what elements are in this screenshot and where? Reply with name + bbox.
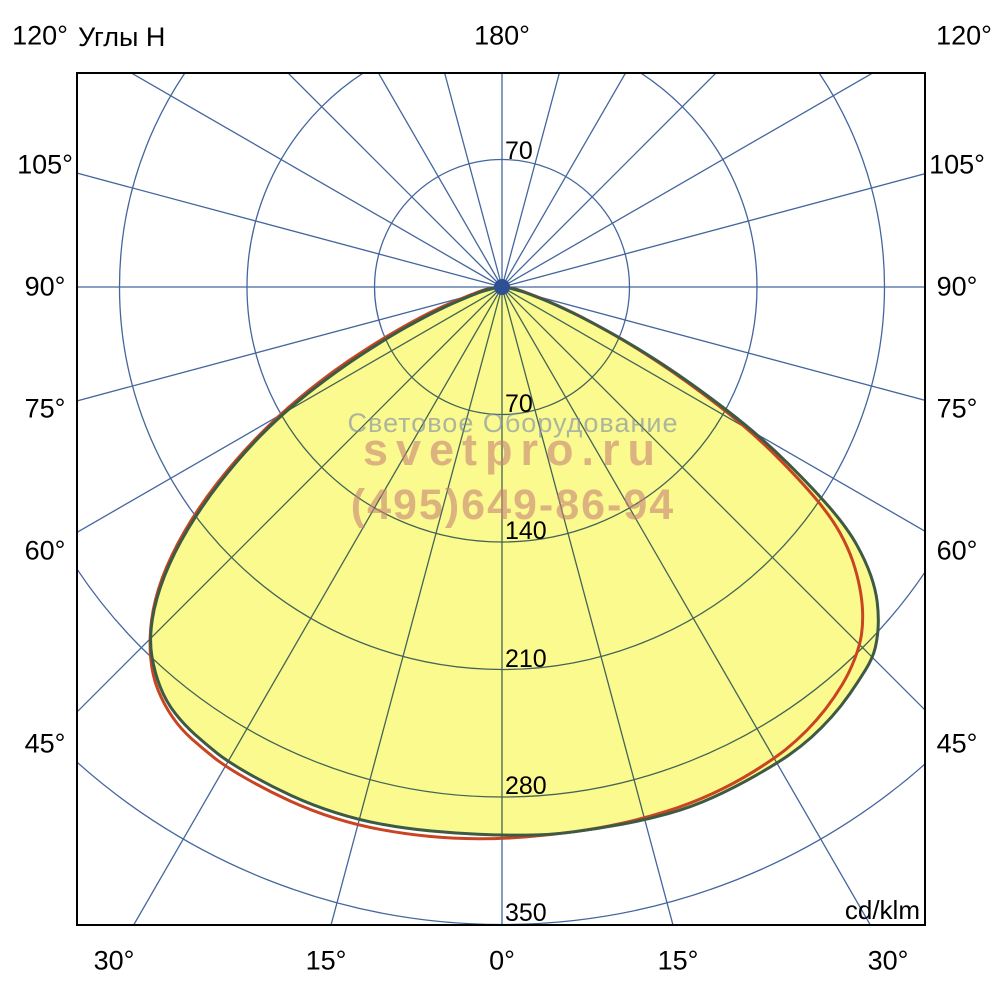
angle-label-bottom-0: 0° [489, 945, 515, 976]
radial-tick-140: 140 [505, 517, 547, 545]
angle-label-left-60: 60° [24, 535, 66, 566]
angle-label-right-60: 60° [936, 535, 978, 566]
unit-label: cd/klm [844, 895, 920, 925]
angle-label-left-105: 105° [17, 149, 73, 180]
angle-label-right-45: 45° [936, 728, 978, 759]
pole-dot [494, 279, 510, 295]
radial-tick-350: 350 [505, 899, 547, 927]
angle-label-top-180: 180° [474, 20, 530, 51]
angle-label-right-90: 90° [936, 271, 978, 302]
watermark-phone: (495)649-86-94 [350, 481, 676, 529]
radial-tick-280: 280 [505, 772, 547, 800]
angle-label-top-left-120: 120° [12, 20, 68, 51]
angle-label-top-right-120: 120° [936, 20, 992, 51]
angle-label-left-45: 45° [24, 728, 66, 759]
beam-fill [150, 287, 879, 836]
plane-label: Углы H [78, 22, 166, 52]
angle-label-left-75: 75° [24, 393, 66, 424]
angle-label-bottom-right-30: 30° [867, 945, 909, 976]
watermark-company: Световое Оборудование [347, 408, 679, 438]
angle-label-left-90: 90° [24, 271, 66, 302]
radial-tick-210: 210 [505, 645, 547, 673]
watermark-site: svetpro.ru [362, 424, 664, 475]
radial-tick-70: 70 [505, 390, 533, 418]
radial-tick-70-upper: 70 [505, 137, 533, 165]
angle-label-bottom-right-15: 15° [657, 945, 699, 976]
angle-label-bottom-left-15: 15° [305, 945, 347, 976]
angle-label-right-105: 105° [929, 149, 985, 180]
curve-c90-c270 [149, 285, 880, 837]
angle-label-bottom-left-30: 30° [93, 945, 135, 976]
plot-border [76, 72, 926, 926]
angle-label-right-75: 75° [936, 393, 978, 424]
